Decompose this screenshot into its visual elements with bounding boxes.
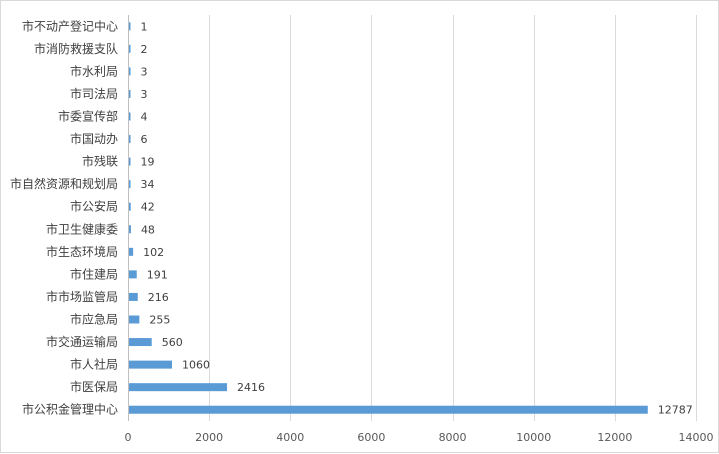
bar	[129, 44, 131, 53]
x-tick-label: 10000	[516, 431, 551, 444]
data-label: 12787	[658, 404, 693, 417]
data-label: 560	[162, 336, 183, 349]
data-label: 4	[141, 111, 148, 124]
data-label: 3	[141, 65, 148, 78]
data-label: 216	[148, 291, 169, 304]
data-label: 2	[141, 43, 148, 56]
category-label: 市委宣传部	[58, 109, 118, 124]
category-label: 市司法局	[70, 86, 118, 101]
bar	[129, 270, 137, 279]
x-tick-label: 6000	[357, 431, 385, 444]
category-label: 市市场监管局	[46, 289, 118, 304]
category-label: 市不动产登记中心	[22, 18, 118, 33]
x-tick-label: 8000	[439, 431, 467, 444]
category-label: 市公安局	[70, 199, 118, 214]
category-label: 市医保局	[70, 379, 118, 394]
x-tick-label: 2000	[195, 431, 223, 444]
bar	[129, 247, 134, 256]
category-label: 市自然资源和规划局	[10, 176, 118, 191]
data-label: 6	[141, 133, 148, 146]
bar	[129, 202, 131, 211]
data-label: 42	[141, 201, 155, 214]
category-label: 市水利局	[70, 63, 118, 78]
x-tick-label: 4000	[276, 431, 304, 444]
bar	[129, 383, 228, 392]
gridlines	[128, 15, 697, 421]
bar	[129, 22, 131, 31]
category-label: 市住建局	[70, 266, 118, 281]
category-label: 市国动办	[70, 131, 118, 146]
data-label: 1	[141, 20, 148, 33]
data-label: 34	[141, 178, 155, 191]
bar	[129, 360, 173, 369]
data-label: 19	[141, 156, 155, 169]
bar	[129, 338, 152, 347]
data-label: 1060	[182, 359, 210, 372]
category-label: 市消防救援支队	[34, 41, 118, 56]
data-label: 191	[147, 268, 168, 281]
bar	[129, 225, 131, 234]
bar	[129, 315, 140, 324]
category-label: 市残联	[82, 154, 118, 169]
data-label: 48	[141, 223, 155, 236]
bar	[129, 405, 648, 414]
bar	[129, 157, 131, 166]
data-labels: 1233461934424810219121625556010602416127…	[141, 20, 693, 416]
bar	[129, 135, 131, 144]
x-tick-label: 12000	[597, 431, 632, 444]
category-label: 市卫生健康委	[46, 221, 118, 236]
bar	[129, 89, 131, 98]
data-label: 3	[141, 88, 148, 101]
bars	[129, 22, 648, 414]
bar	[129, 180, 131, 189]
category-label: 市交通运输局	[46, 334, 118, 349]
x-axis-tick-labels: 0 2000 4000 6000 8000 10000 12000 14000	[125, 431, 714, 444]
data-label: 255	[149, 314, 170, 327]
category-label: 市生态环境局	[46, 244, 118, 259]
category-label: 市公积金管理中心	[22, 402, 118, 417]
category-label: 市应急局	[70, 312, 118, 327]
x-tick-label: 14000	[679, 431, 714, 444]
data-label: 102	[143, 246, 164, 259]
category-label: 市人社局	[70, 357, 118, 372]
bar	[129, 112, 131, 121]
data-label: 2416	[237, 381, 265, 394]
x-tick-label: 0	[125, 431, 132, 444]
bar	[129, 292, 138, 301]
bar	[129, 67, 131, 76]
category-labels: 市不动产登记中心市消防救援支队市水利局市司法局市委宣传部市国动办市残联市自然资源…	[10, 18, 118, 416]
